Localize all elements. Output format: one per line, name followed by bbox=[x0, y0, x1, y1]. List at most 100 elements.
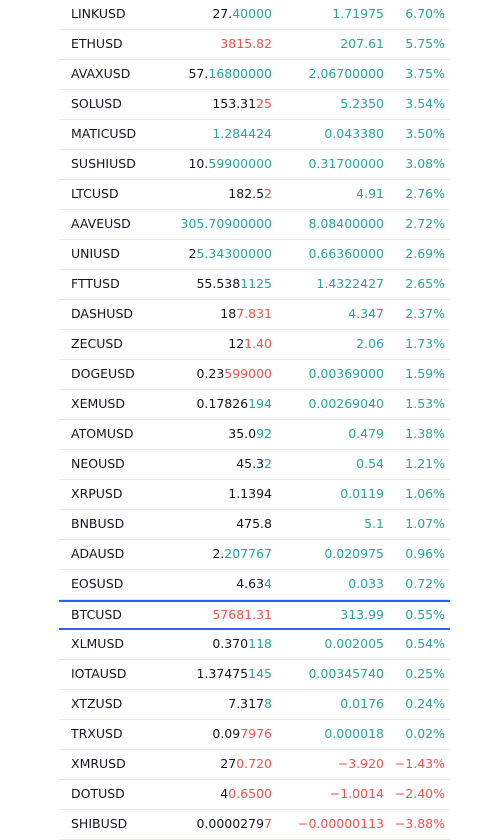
last-price: 55.5381125 bbox=[196, 270, 272, 298]
price-change: 0.66360000 bbox=[308, 246, 384, 261]
last-price: 153.3125 bbox=[212, 90, 272, 118]
watchlist-row-bnbusd[interactable]: BNBUSD 475.8 5.1 1.07% bbox=[59, 510, 450, 540]
symbol-label: NEOUSD bbox=[71, 456, 125, 471]
last-price-unchanged-digits: 55.538 bbox=[196, 276, 241, 291]
watchlist-row-linkusd[interactable]: LINKUSD 27.40000 1.71975 6.70% bbox=[59, 0, 450, 30]
last-price-changed-digits: 0.6500 bbox=[228, 786, 272, 801]
watchlist-row-maticusd[interactable]: MATICUSD 1.284424 0.043380 3.50% bbox=[59, 120, 450, 150]
price-change-percent: −3.88% bbox=[394, 816, 445, 831]
price-change-percent: 2.72% bbox=[405, 216, 445, 231]
last-price-unchanged-digits: 182.5 bbox=[228, 186, 265, 201]
symbol-label: MATICUSD bbox=[71, 126, 137, 141]
price-change-percent: 0.25% bbox=[405, 666, 445, 681]
last-price: 45.32 bbox=[236, 450, 272, 478]
symbol-label: EOSUSD bbox=[71, 576, 124, 591]
last-price: 1.1394 bbox=[228, 480, 272, 508]
last-price-unchanged-digits: 7.317 bbox=[228, 696, 265, 711]
symbol-label: AAVEUSD bbox=[71, 216, 131, 231]
watchlist-row-solusd[interactable]: SOLUSD 153.3125 5.2350 3.54% bbox=[59, 90, 450, 120]
last-price-changed-digits: 1.40 bbox=[244, 336, 272, 351]
last-price-changed-digits: 145 bbox=[248, 666, 272, 681]
last-price: 40.6500 bbox=[220, 780, 272, 808]
last-price-changed-digits: 305.70900000 bbox=[180, 216, 272, 231]
price-change: 4.347 bbox=[348, 306, 384, 321]
price-change: 2.06 bbox=[356, 336, 384, 351]
watchlist-row-btcusd[interactable]: BTCUSD 57681.31 313.99 0.55% bbox=[59, 600, 450, 630]
price-change-percent: 0.24% bbox=[405, 696, 445, 711]
last-price-unchanged-digits: 0.23 bbox=[196, 366, 225, 381]
price-change: 0.00369000 bbox=[308, 366, 384, 381]
watchlist-row-zecusd[interactable]: ZECUSD 121.40 2.06 1.73% bbox=[59, 330, 450, 360]
watchlist-row-trxusd[interactable]: TRXUSD 0.097976 0.000018 0.02% bbox=[59, 720, 450, 750]
last-price: 475.8 bbox=[236, 510, 272, 538]
last-price: 270.720 bbox=[220, 750, 272, 778]
symbol-label: ADAUSD bbox=[71, 546, 125, 561]
symbol-label: SHIBUSD bbox=[71, 816, 128, 831]
price-change-percent: 1.07% bbox=[405, 516, 445, 531]
watchlist-row-dotusd[interactable]: DOTUSD 40.6500 −1.0014 −2.40% bbox=[59, 780, 450, 810]
last-price: 0.097976 bbox=[212, 720, 272, 748]
symbol-label: AVAXUSD bbox=[71, 66, 131, 81]
price-change: 1.4322427 bbox=[316, 276, 384, 291]
watchlist-row-xemusd[interactable]: XEMUSD 0.17826194 0.00269040 1.53% bbox=[59, 390, 450, 420]
price-change: 313.99 bbox=[340, 607, 384, 622]
price-change: −0.00000113 bbox=[297, 816, 384, 831]
price-change-percent: −2.40% bbox=[394, 786, 445, 801]
watchlist-row-dashusd[interactable]: DASHUSD 187.831 4.347 2.37% bbox=[59, 300, 450, 330]
watchlist-row-sushiusd[interactable]: SUSHIUSD 10.59900000 0.31700000 3.08% bbox=[59, 150, 450, 180]
last-price: 10.59900000 bbox=[188, 150, 272, 178]
watchlist-row-xmrusd[interactable]: XMRUSD 270.720 −3.920 −1.43% bbox=[59, 750, 450, 780]
last-price-changed-digits: 3815.82 bbox=[220, 36, 272, 51]
price-change-percent: 0.96% bbox=[405, 546, 445, 561]
last-price-changed-digits: 118 bbox=[248, 636, 272, 651]
watchlist-row-ethusd[interactable]: ETHUSD 3815.82 207.61 5.75% bbox=[59, 30, 450, 60]
symbol-label: TRXUSD bbox=[71, 726, 123, 741]
watchlist-row-iotausd[interactable]: IOTAUSD 1.37475145 0.00345740 0.25% bbox=[59, 660, 450, 690]
watchlist-row-uniusd[interactable]: UNIUSD 25.34300000 0.66360000 2.69% bbox=[59, 240, 450, 270]
last-price: 187.831 bbox=[220, 300, 272, 328]
price-change: 0.00269040 bbox=[308, 396, 384, 411]
last-price: 182.52 bbox=[228, 180, 272, 208]
watchlist-row-xlmusd[interactable]: XLMUSD 0.370118 0.002005 0.54% bbox=[59, 630, 450, 660]
symbol-label: XRPUSD bbox=[71, 486, 123, 501]
watchlist-row-neousd[interactable]: NEOUSD 45.32 0.54 1.21% bbox=[59, 450, 450, 480]
watchlist-row-xrpusd[interactable]: XRPUSD 1.1394 0.0119 1.06% bbox=[59, 480, 450, 510]
symbol-label: ETHUSD bbox=[71, 36, 123, 51]
watchlist-row-shibusd[interactable]: SHIBUSD 0.00002797 −0.00000113 −3.88% bbox=[59, 810, 450, 840]
last-price-unchanged-digits: 1.37475 bbox=[196, 666, 249, 681]
last-price-changed-digits: 4 bbox=[264, 576, 272, 591]
watchlist-row-adausd[interactable]: ADAUSD 2.207767 0.020975 0.96% bbox=[59, 540, 450, 570]
price-change: 0.54 bbox=[356, 456, 384, 471]
last-price: 1.284424 bbox=[212, 120, 272, 148]
watchlist-row-atomusd[interactable]: ATOMUSD 35.092 0.479 1.38% bbox=[59, 420, 450, 450]
watchlist-row-dogeusd[interactable]: DOGEUSD 0.23599000 0.00369000 1.59% bbox=[59, 360, 450, 390]
watchlist-row-ltcusd[interactable]: LTCUSD 182.52 4.91 2.76% bbox=[59, 180, 450, 210]
watchlist-row-xtzusd[interactable]: XTZUSD 7.3178 0.0176 0.24% bbox=[59, 690, 450, 720]
last-price: 0.00002797 bbox=[196, 810, 272, 838]
last-price-changed-digits: 194 bbox=[248, 396, 272, 411]
last-price-unchanged-digits: 0.17826 bbox=[196, 396, 249, 411]
last-price: 305.70900000 bbox=[181, 210, 272, 238]
symbol-label: LINKUSD bbox=[71, 6, 126, 21]
watchlist-row-fttusd[interactable]: FTTUSD 55.5381125 1.4322427 2.65% bbox=[59, 270, 450, 300]
last-price-changed-digits: 7.831 bbox=[236, 306, 272, 321]
price-change-percent: 1.06% bbox=[405, 486, 445, 501]
price-change: 0.002005 bbox=[324, 636, 384, 651]
last-price-changed-digits: 25 bbox=[256, 96, 272, 111]
price-change-percent: 5.75% bbox=[405, 36, 445, 51]
price-change: 2.06700000 bbox=[308, 66, 384, 81]
last-price-unchanged-digits: 0.370 bbox=[212, 636, 249, 651]
symbol-label: LTCUSD bbox=[71, 186, 119, 201]
watchlist-row-aaveusd[interactable]: AAVEUSD 305.70900000 8.08400000 2.72% bbox=[59, 210, 450, 240]
last-price-unchanged-digits: 27. bbox=[212, 6, 233, 21]
price-change-percent: 2.65% bbox=[405, 276, 445, 291]
price-change: 0.0119 bbox=[340, 486, 384, 501]
last-price-changed-digits: 59900000 bbox=[208, 156, 272, 171]
watchlist-row-avaxusd[interactable]: AVAXUSD 57.16800000 2.06700000 3.75% bbox=[59, 60, 450, 90]
watchlist-row-eosusd[interactable]: EOSUSD 4.634 0.033 0.72% bbox=[59, 570, 450, 600]
price-change-percent: 3.08% bbox=[405, 156, 445, 171]
last-price-unchanged-digits: 2 bbox=[188, 246, 197, 261]
price-change-percent: 2.37% bbox=[405, 306, 445, 321]
last-price-changed-digits: 40000 bbox=[232, 6, 272, 21]
last-price-changed-digits: 1125 bbox=[240, 276, 272, 291]
